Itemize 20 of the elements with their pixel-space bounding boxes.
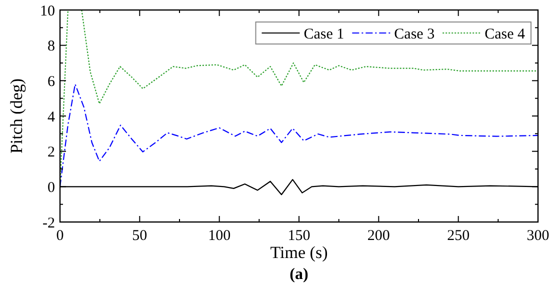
x-tick-label: 150 xyxy=(288,228,310,244)
y-tick-label: -2 xyxy=(42,215,55,232)
x-tick-label: 100 xyxy=(208,228,231,244)
y-tick-label: 2 xyxy=(48,144,55,161)
y-tick-label: 6 xyxy=(48,74,56,90)
y-axis-title: Pitch (deg) xyxy=(7,78,26,154)
x-tick-label: 300 xyxy=(526,228,550,244)
text: (a) xyxy=(290,266,308,283)
y-tick-label: 0 xyxy=(48,180,55,196)
x-tick-label: 50 xyxy=(132,228,148,244)
x-tick-label: 250 xyxy=(447,228,470,244)
y-tick-label: 4 xyxy=(48,109,56,126)
legend-label: Case 3 xyxy=(394,26,435,42)
y-tick-label: 8 xyxy=(48,38,55,55)
legend-label: Case 4 xyxy=(484,26,526,42)
line-series xyxy=(60,84,538,188)
x-axis-title: Time (s) xyxy=(270,243,328,262)
legend-label: Case 1 xyxy=(304,26,344,42)
x-tick-label: 200 xyxy=(367,228,390,244)
y-tick-label: 10 xyxy=(40,3,55,20)
